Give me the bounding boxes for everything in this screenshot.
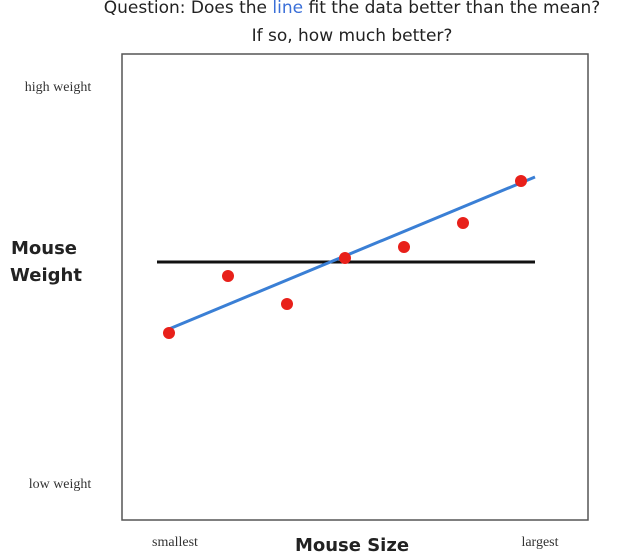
point (339, 252, 351, 264)
fit-line (168, 175, 536, 331)
title-part: Question: Does the (104, 0, 273, 18)
point (163, 327, 175, 339)
point (398, 241, 410, 253)
point (515, 175, 527, 187)
y-label-line: Weight (10, 265, 82, 286)
point (281, 298, 293, 310)
x-label: Mouse Size (295, 535, 409, 553)
title: Question: Does the line fit the data bet… (104, 0, 601, 18)
plot-frame (121, 53, 589, 521)
title-part: fit the data better than the mean? (303, 0, 600, 18)
x-left-label: smallest (152, 535, 198, 550)
points (163, 175, 527, 339)
x-right-label: largest (521, 535, 558, 550)
point (457, 217, 469, 229)
point (222, 270, 234, 282)
y-bottom-label: low weight (29, 477, 92, 492)
title-highlight: line (272, 0, 303, 18)
y-top-label: high weight (25, 80, 92, 95)
y-label-line: Mouse (11, 238, 77, 259)
subtitle: If so, how much better? (252, 26, 453, 46)
